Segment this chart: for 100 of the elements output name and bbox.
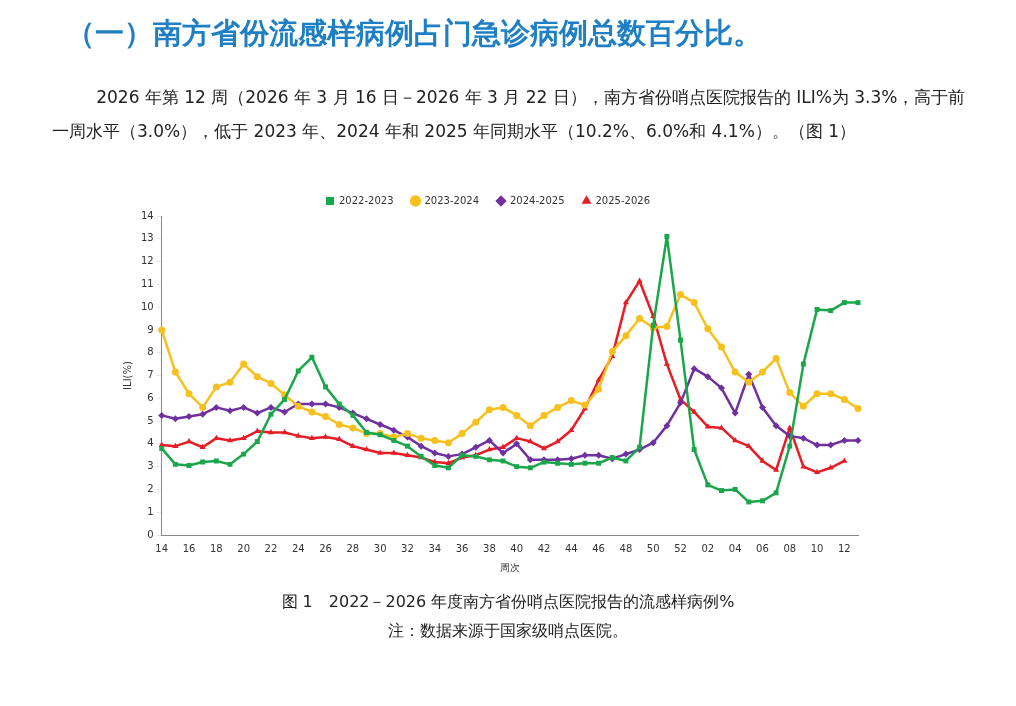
x-tick-label: 32	[401, 542, 414, 554]
point	[814, 306, 820, 312]
point	[526, 456, 534, 464]
y-tick-label: 4	[147, 437, 154, 449]
point	[854, 436, 862, 444]
point	[773, 466, 780, 472]
point	[472, 443, 480, 451]
point	[226, 378, 234, 386]
point	[213, 458, 219, 464]
point	[854, 405, 862, 413]
point	[282, 396, 288, 402]
point	[513, 440, 521, 448]
point	[499, 403, 507, 411]
point	[704, 325, 712, 333]
point	[704, 373, 712, 381]
point	[390, 449, 397, 455]
point	[241, 451, 247, 457]
point	[581, 401, 589, 409]
point	[840, 395, 848, 403]
point	[172, 442, 179, 448]
point	[527, 465, 533, 471]
point	[568, 461, 574, 467]
point	[500, 443, 507, 450]
y-tick-label: 14	[140, 209, 154, 221]
x-tick-label: 10	[810, 542, 824, 554]
point	[745, 442, 752, 448]
point	[746, 499, 752, 505]
point	[622, 332, 630, 340]
y-tick-label: 12	[140, 255, 154, 267]
chart-subtitle: 2026 年第 12 周（2026 年 3 月 16 日－2026 年 3 月 22 日），南方省份哨点医院报告的 ILI%为 3.3%，高于前一周水平（3.0%），低于 2023 年、2024 年和 2025 年同期水平（10.2%、6.0%和 4.1%）。（图 1）	[52, 86, 967, 143]
x-tick-label: 30	[373, 542, 387, 554]
point	[677, 399, 685, 407]
point	[268, 411, 274, 417]
y-tick-label: 11	[140, 277, 154, 289]
point	[691, 447, 697, 453]
point	[540, 444, 548, 451]
point	[799, 402, 807, 410]
x-tick-label: 02	[701, 542, 715, 554]
point	[664, 234, 670, 239]
point	[444, 439, 452, 447]
point	[678, 337, 683, 343]
x-tick-label: 36	[455, 542, 469, 554]
point	[212, 383, 220, 391]
x-tick-label: 46	[592, 542, 605, 554]
point	[581, 451, 589, 459]
point	[773, 490, 779, 496]
legend-label: 2022-2023	[338, 194, 394, 206]
point	[731, 409, 739, 417]
point	[719, 488, 724, 494]
x-tick-label: 48	[619, 542, 633, 554]
point	[486, 457, 492, 463]
y-tick-label: 5	[147, 414, 154, 426]
point	[240, 434, 247, 440]
point	[567, 397, 575, 405]
point	[267, 379, 275, 387]
x-tick-label: 34	[428, 542, 442, 554]
point	[254, 427, 261, 434]
point	[595, 385, 603, 393]
x-tick-label: 20	[237, 542, 251, 554]
x-tick-label: 42	[537, 542, 551, 554]
y-axis-title: ILI(%)	[121, 361, 133, 390]
point	[458, 430, 466, 438]
point	[690, 365, 698, 373]
point	[663, 360, 670, 366]
point	[623, 458, 629, 464]
point	[663, 323, 671, 331]
point	[171, 368, 179, 376]
point	[199, 443, 206, 450]
point	[240, 403, 248, 411]
point	[827, 390, 835, 398]
x-tick-label: 16	[182, 542, 196, 554]
point	[732, 436, 739, 443]
point	[596, 460, 602, 466]
point	[349, 442, 356, 448]
point	[172, 461, 178, 467]
point	[267, 403, 275, 411]
point	[772, 422, 780, 430]
point	[445, 465, 451, 471]
point	[349, 424, 357, 432]
point	[717, 343, 725, 351]
point	[595, 451, 603, 459]
point	[526, 422, 534, 430]
x-tick-label: 26	[319, 542, 332, 554]
y-tick-label: 13	[140, 232, 154, 244]
point	[841, 457, 848, 463]
point	[759, 457, 766, 463]
point	[212, 403, 220, 411]
point	[309, 354, 315, 360]
point	[813, 441, 821, 449]
point	[758, 368, 766, 376]
point	[253, 409, 261, 417]
x-tick-label: 50	[646, 542, 660, 554]
x-tick-label: 04	[728, 542, 742, 554]
text: 注：数据来源于国家级哨点医院。	[387, 621, 629, 642]
y-tick-label: 10	[140, 300, 154, 312]
point	[417, 442, 425, 450]
point	[500, 458, 506, 464]
point	[432, 463, 438, 468]
point	[841, 300, 847, 306]
point	[390, 426, 398, 434]
